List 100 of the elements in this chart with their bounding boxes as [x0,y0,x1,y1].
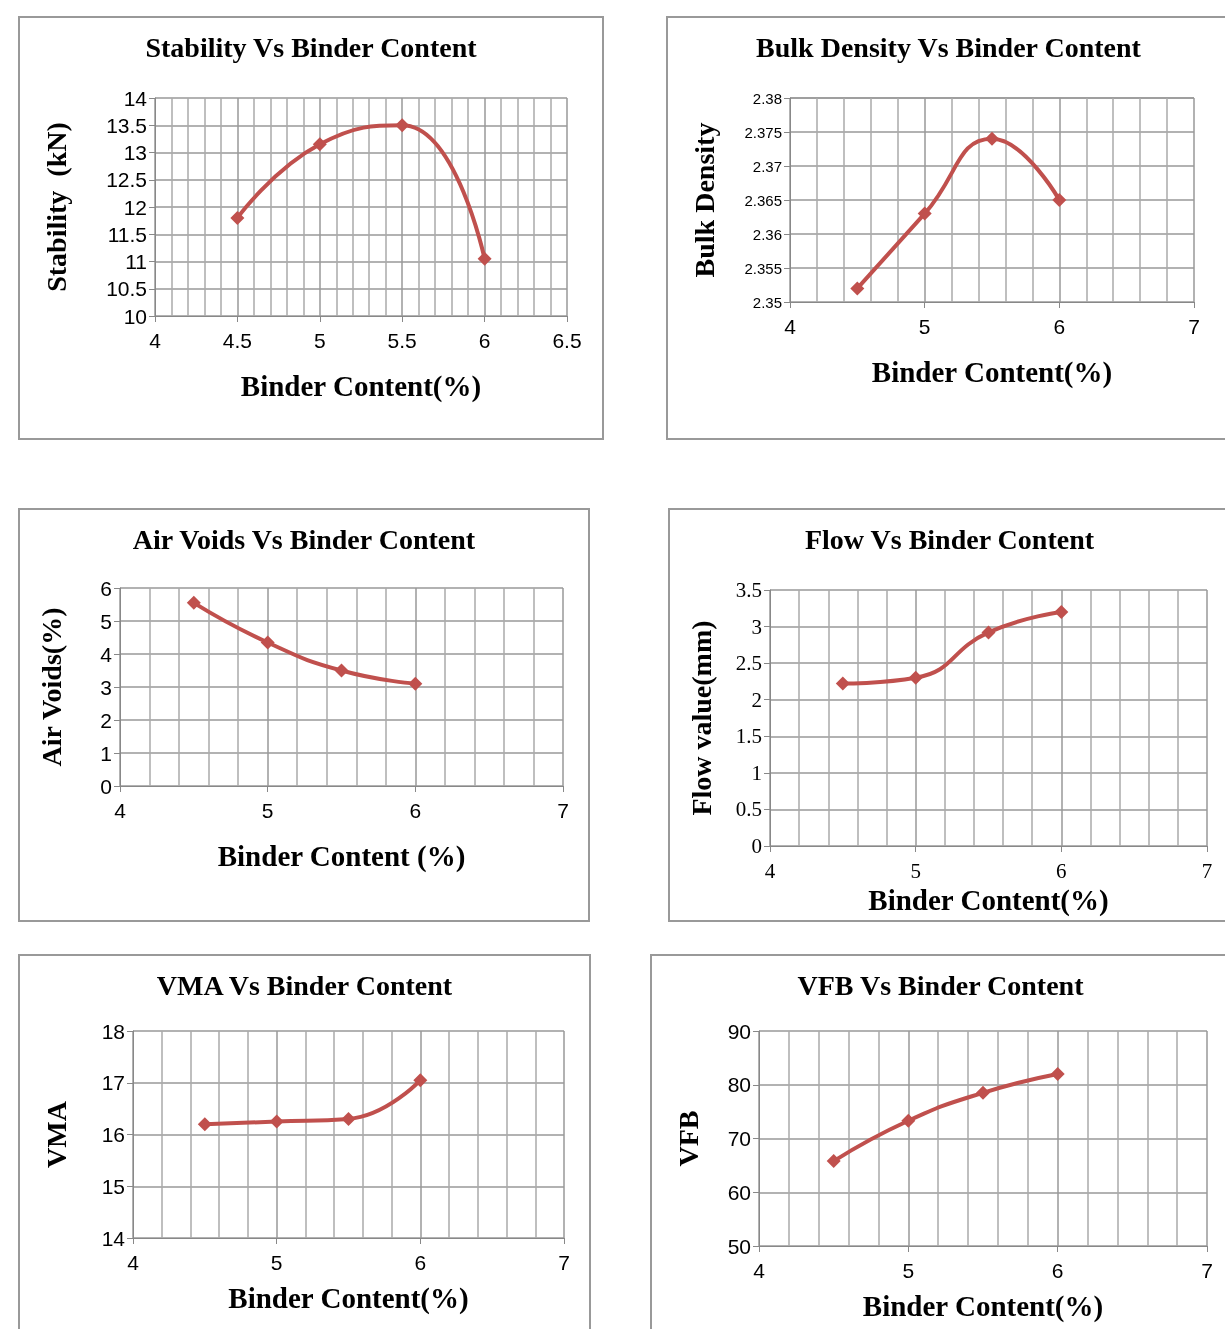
y-tick-label: 80 [727,1073,751,1097]
point [981,625,996,640]
point [334,663,349,678]
point [341,1111,356,1126]
y-tick-label: 14 [123,86,148,110]
point [917,206,932,221]
y-tick-label: 70 [727,1127,751,1150]
x-tick-label: 4.5 [222,329,252,352]
x-tick-label: 7 [1188,315,1200,338]
x-tick-label: 7 [557,799,569,822]
y-tick-label: 10.5 [106,277,147,301]
y-tick-label: 2.38 [752,89,782,107]
x-tick-label: 6.5 [552,329,582,352]
y-tick-label: 2.5 [735,651,762,676]
y-tick-label: 3 [100,675,112,699]
y-tick-label: 18 [101,1019,125,1043]
point [826,1154,841,1169]
x-tick-label: 6 [478,329,491,352]
x-tick-label: 5 [270,1251,283,1274]
x-tick-label: 7 [1201,1259,1213,1282]
y-axis-title: Stability (kN) [40,122,72,292]
x-tick-label: 6 [414,1251,427,1274]
y-tick-label: 3.5 [735,578,762,602]
chart-title: Air Voids Vs Binder Content [132,523,476,555]
chart-title: VMA Vs Binder Content [156,969,453,1001]
point [186,595,201,610]
y-tick-label: 2.355 [744,259,782,277]
y-tick-label: 15 [101,1174,125,1198]
y-tick-label: 0 [751,834,762,858]
y-tick-label: 2.365 [744,191,782,209]
y-tick-label: 2 [100,708,112,732]
point [312,137,327,152]
y-tick-label: 2.375 [744,123,782,141]
y-tick-label: 3 [751,614,762,639]
y-tick-label: 4 [100,642,113,666]
y-axis-title: VMA [40,1100,72,1168]
y-tick-label: 16 [101,1123,125,1146]
x-axis-title: Binder Content(%) [871,355,1113,389]
x-tick-label: 4 [149,329,162,352]
x-axis-title: Binder Content(%) [868,884,1109,918]
y-tick-label: 12 [123,195,147,219]
x-axis-title: Binder Content (%) [217,839,466,873]
chart-title: Stability Vs Binder Content [145,31,478,63]
x-axis-title: Binder Content(%) [862,1289,1104,1323]
x-tick-label: 7 [558,1251,570,1274]
chart-title: Flow Vs Binder Content [804,523,1095,555]
y-tick-label: 0.5 [735,797,762,822]
y-tick-label: 0 [100,774,112,798]
point [413,1073,428,1088]
point [976,1085,990,1100]
y-tick-label: 12.5 [106,168,147,192]
point [269,1114,284,1129]
y-tick-label: 17 [101,1071,125,1095]
y-tick-label: 11 [125,250,147,273]
y-tick-label: 2.36 [752,225,782,243]
point [850,281,865,296]
point [477,251,492,266]
y-axis-title: VFB [672,1110,704,1167]
y-axis-title: Bulk Density [688,122,720,278]
x-tick-label: 5 [902,1259,915,1282]
point [395,118,410,133]
x-tick-label: 4 [784,315,797,338]
point [985,131,999,146]
point [1054,604,1069,619]
y-tick-label: 50 [727,1234,751,1258]
x-tick-label: 5 [313,329,326,352]
x-tick-label: 5 [910,858,921,883]
y-tick-label: 1 [751,760,762,785]
x-tick-label: 5 [918,315,931,338]
x-axis-title: Binder Content(%) [240,369,482,403]
x-tick-label: 5.5 [387,329,417,352]
y-tick-label: 60 [727,1180,751,1204]
y-tick-label: 13.5 [106,113,147,137]
x-tick-label: 6 [1051,1259,1064,1282]
point [408,676,423,691]
y-tick-label: 2 [751,687,762,712]
y-tick-label: 90 [727,1019,751,1043]
x-tick-label: 6 [1056,858,1067,883]
y-tick-label: 10 [123,304,147,328]
y-tick-label: 2.35 [752,293,782,311]
y-axis-title: Flow value(mm) [685,620,717,816]
chart-title: VFB Vs Binder Content [797,969,1085,1001]
y-tick-label: 13 [123,141,147,164]
y-tick-label: 2.37 [752,157,782,175]
x-tick-label: 6 [1053,315,1066,338]
point [197,1117,212,1132]
chart-title: Bulk Density Vs Binder Content [756,31,1142,63]
y-tick-label: 1.5 [735,724,762,749]
x-tick-label: 6 [409,799,422,822]
point [260,635,275,650]
point [835,676,850,691]
y-tick-label: 11.5 [107,222,147,246]
x-tick-label: 5 [261,799,274,822]
x-axis-title: Binder Content(%) [228,1281,469,1315]
x-tick-label: 7 [1201,858,1213,883]
point [1050,1067,1065,1081]
point [901,1113,916,1128]
y-tick-label: 14 [101,1226,126,1250]
point [908,670,923,685]
y-tick-label: 6 [100,576,112,600]
